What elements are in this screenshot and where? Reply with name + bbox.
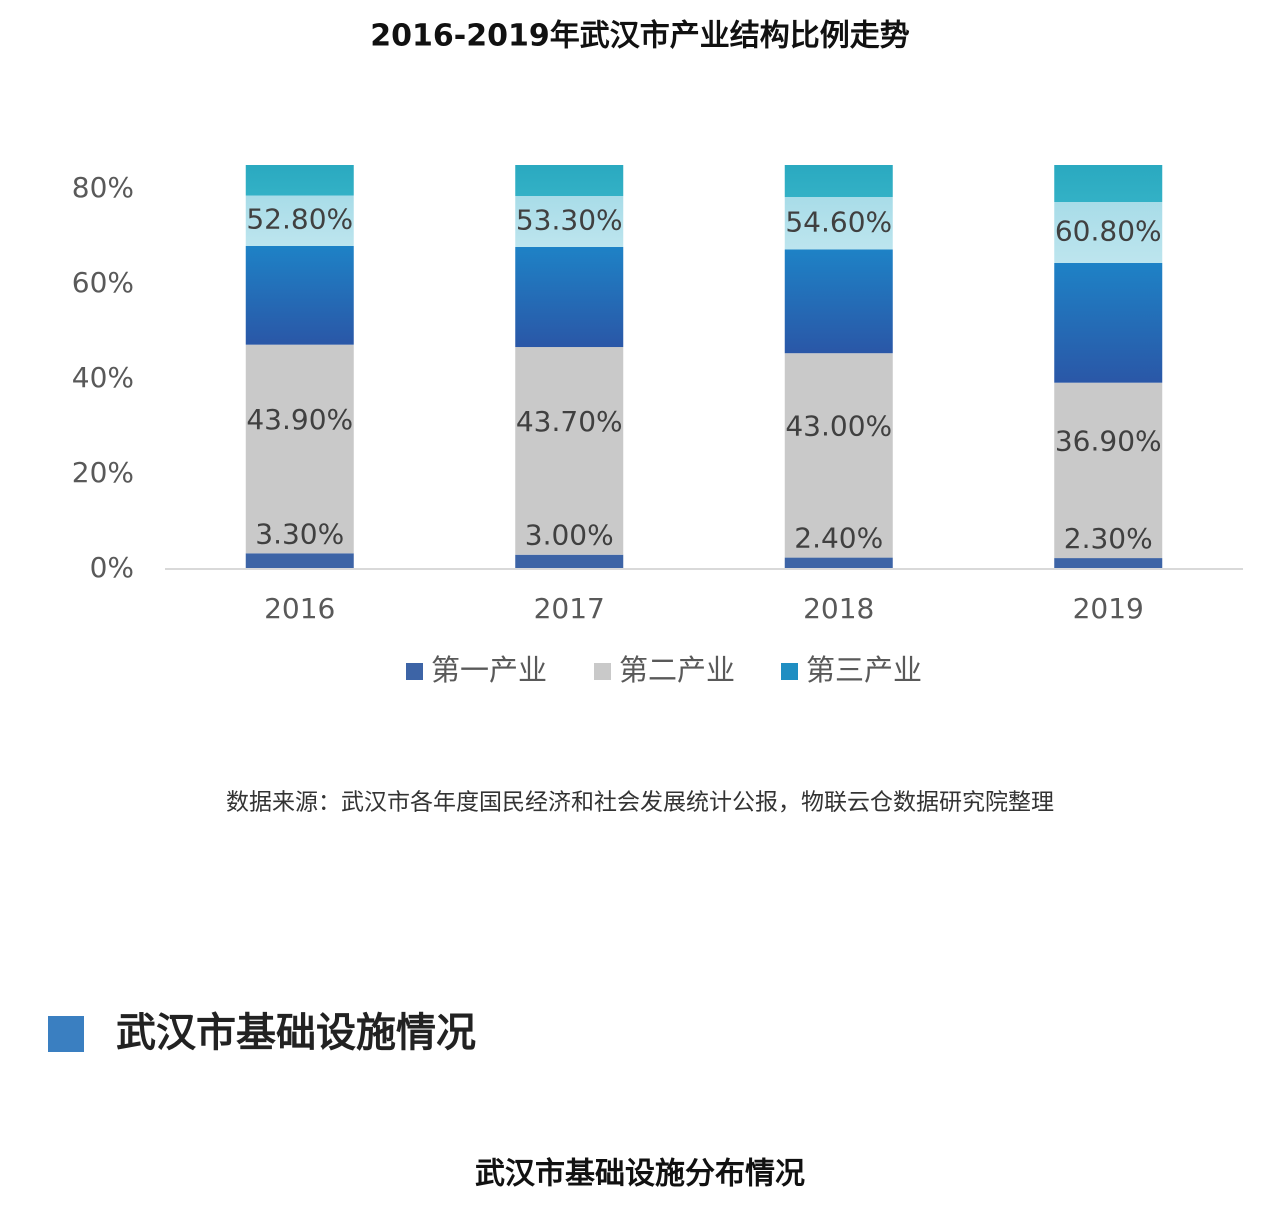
legend-swatch xyxy=(406,663,423,680)
data-label: 54.60% xyxy=(785,205,892,238)
bar-segment xyxy=(515,347,624,555)
bar-segment xyxy=(245,165,354,345)
bar-segment xyxy=(1054,165,1163,383)
y-tick-label: 40% xyxy=(72,361,134,394)
plot-area xyxy=(245,165,1163,569)
data-label: 53.30% xyxy=(516,203,623,236)
section-heading: 武汉市基础设施情况 xyxy=(116,1010,476,1056)
legend-label: 第三产业 xyxy=(806,653,922,687)
y-tick-label: 60% xyxy=(72,266,134,299)
x-tick-label: 2016 xyxy=(264,592,335,625)
figure-title: 武汉市基础设施分布情况 xyxy=(475,1157,805,1192)
data-label: 52.80% xyxy=(246,203,353,236)
y-tick-label: 0% xyxy=(90,551,134,584)
legend-label: 第二产业 xyxy=(619,653,735,687)
bar-segment xyxy=(1054,382,1163,559)
legend-swatch xyxy=(781,663,798,680)
bar-segment xyxy=(245,344,354,554)
chart-title: 2016-2019年武汉市产业结构比例走势 xyxy=(370,19,909,54)
bar-segment xyxy=(1054,558,1163,569)
data-label: 60.80% xyxy=(1055,214,1162,247)
legend-swatch xyxy=(594,663,611,680)
legend-label: 第一产业 xyxy=(431,653,547,687)
x-tick-label: 2017 xyxy=(534,592,605,625)
data-label: 2.40% xyxy=(794,522,883,555)
bar-segment xyxy=(515,165,624,348)
data-label: 43.00% xyxy=(785,409,892,442)
data-label: 3.30% xyxy=(255,517,344,550)
data-label: 3.00% xyxy=(525,519,614,552)
bar-segment xyxy=(245,553,354,569)
data-label: 36.90% xyxy=(1055,424,1162,457)
data-label: 43.90% xyxy=(246,403,353,436)
bar-segment xyxy=(784,557,893,569)
data-label: 43.70% xyxy=(516,405,623,438)
bar-segment xyxy=(784,165,893,354)
x-tick-label: 2019 xyxy=(1073,592,1144,625)
y-tick-label: 80% xyxy=(72,171,134,204)
section-marker xyxy=(48,1016,84,1052)
bar-segment xyxy=(515,554,624,569)
source-note: 数据来源：武汉市各年度国民经济和社会发展统计公报，物联云仓数据研究院整理 xyxy=(226,790,1054,816)
y-tick-label: 20% xyxy=(72,456,134,489)
x-tick-label: 2018 xyxy=(803,592,874,625)
data-label: 2.30% xyxy=(1064,522,1153,555)
bar-segment xyxy=(784,353,893,558)
